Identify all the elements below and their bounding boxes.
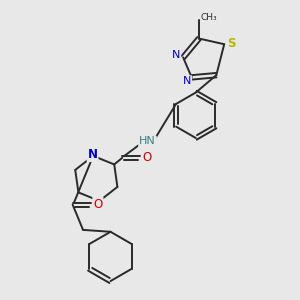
Text: N: N [172, 50, 180, 60]
Text: HN: HN [139, 136, 156, 146]
Text: N: N [183, 76, 191, 86]
Text: CH₃: CH₃ [201, 14, 218, 22]
Text: S: S [227, 37, 236, 50]
Text: O: O [142, 152, 151, 164]
Text: N: N [88, 148, 98, 161]
Text: O: O [93, 197, 103, 211]
